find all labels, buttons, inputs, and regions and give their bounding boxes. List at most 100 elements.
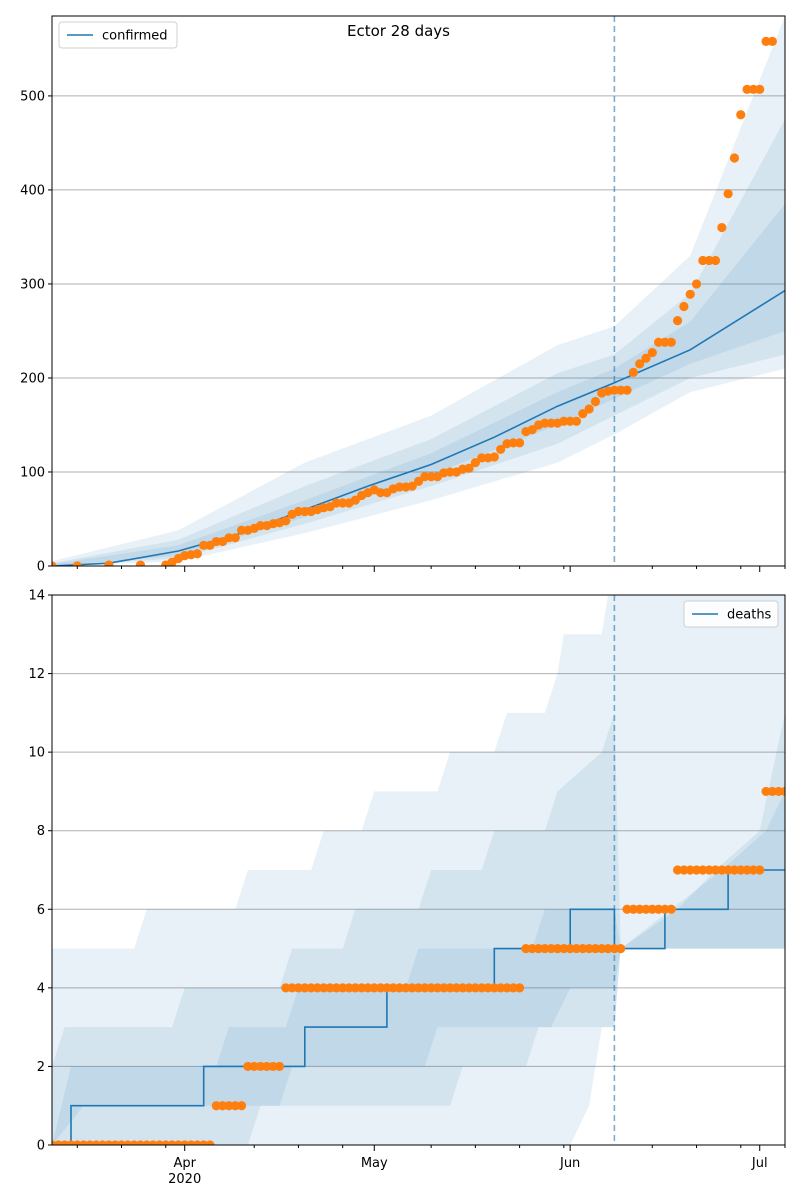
observed-point: [439, 983, 449, 993]
observed-point: [691, 865, 702, 875]
observed-point: [521, 943, 531, 954]
legend: deaths: [683, 600, 779, 628]
legend-box: [58, 21, 178, 49]
observed-point: [616, 943, 626, 954]
observed-point: [489, 452, 499, 462]
chart-title: Ector 28 days: [347, 22, 450, 40]
observed-point: [205, 1140, 215, 1145]
observed-point: [533, 943, 544, 954]
observed-point: [571, 416, 582, 426]
observed-point: [104, 560, 114, 566]
y-tick-label: 4: [37, 981, 45, 996]
observed-point: [641, 353, 651, 363]
observed-point: [382, 983, 392, 993]
observed-point: [559, 416, 569, 426]
observed-point: [654, 904, 664, 914]
observed-point: [344, 983, 354, 993]
legend-box: [683, 600, 779, 628]
observed-point: [52, 561, 57, 566]
observed-point: [445, 983, 455, 993]
legend: confirmed: [58, 21, 178, 49]
observed-point: [660, 904, 670, 914]
observed-point: [426, 983, 436, 993]
observed-point: [584, 404, 594, 414]
observed-point: [249, 1061, 259, 1072]
observed-point: [679, 301, 689, 312]
observed-point: [420, 472, 430, 482]
y-tick-label: 14: [28, 589, 45, 604]
observed-point: [432, 983, 443, 993]
y-tick-label: 300: [20, 277, 45, 292]
observed-point: [319, 983, 329, 993]
observed-point: [729, 153, 740, 163]
observed-point: [742, 84, 752, 94]
observed-point: [458, 983, 468, 993]
observed-point: [224, 1101, 234, 1111]
observed-point: [774, 786, 784, 797]
observed-point: [679, 865, 689, 875]
y-tick-label: 12: [28, 667, 45, 682]
observed-point: [742, 865, 752, 875]
observed-point: [199, 540, 209, 550]
confidence-band-2: [52, 119, 785, 566]
observed-point: [729, 865, 740, 875]
observed-point: [748, 865, 759, 875]
observed-point: [691, 279, 702, 289]
observed-point: [584, 943, 594, 954]
observed-point: [616, 385, 626, 395]
observed-point: [628, 904, 638, 914]
observed-point: [413, 983, 424, 993]
observed-point: [293, 983, 304, 993]
observed-point: [230, 533, 240, 543]
observed-markers: [52, 36, 777, 566]
confidence-band-3: [52, 791, 785, 1145]
observed-point: [236, 1101, 247, 1111]
observed-point: [394, 482, 405, 492]
observed-point: [224, 533, 234, 543]
observed-point: [325, 983, 335, 993]
observed-point: [710, 255, 721, 266]
confidence-band-3: [52, 204, 785, 566]
observed-point: [628, 367, 638, 377]
x-tick-label: May: [361, 1156, 388, 1171]
observed-point: [578, 409, 588, 419]
observed-point: [496, 444, 506, 455]
observed-point: [635, 904, 645, 914]
observed-point: [369, 983, 379, 993]
legend-label: confirmed: [102, 29, 168, 44]
observed-point: [388, 983, 398, 993]
observed-point: [565, 943, 575, 954]
observed-point: [350, 495, 360, 505]
observed-point: [236, 525, 247, 535]
observed-point: [755, 865, 765, 875]
observed-point: [312, 983, 322, 993]
observed-point: [597, 943, 607, 954]
y-tick-label: 0: [37, 560, 45, 575]
axes-frame: [51, 15, 786, 567]
observed-point: [502, 983, 512, 993]
observed-point: [748, 84, 759, 94]
confidence-band-2: [52, 712, 785, 1145]
observed-point: [647, 904, 657, 914]
observed-point: [407, 983, 417, 993]
observed-point: [464, 463, 474, 473]
observed-point: [590, 943, 601, 954]
observed-point: [622, 904, 632, 914]
observed-point: [755, 84, 765, 94]
observed-point: [704, 255, 714, 266]
observed-point: [350, 983, 360, 993]
observed-point: [192, 549, 202, 559]
observed-point: [268, 1061, 278, 1072]
observed-point: [704, 865, 714, 875]
observed-point: [300, 983, 310, 993]
y-tick-label: 200: [20, 371, 45, 386]
observed-point: [243, 1061, 253, 1072]
observed-point: [546, 418, 556, 428]
observed-point: [477, 453, 487, 463]
observed-point: [515, 983, 525, 993]
x-tick-label: Jun: [559, 1156, 580, 1171]
observed-point: [767, 36, 777, 46]
